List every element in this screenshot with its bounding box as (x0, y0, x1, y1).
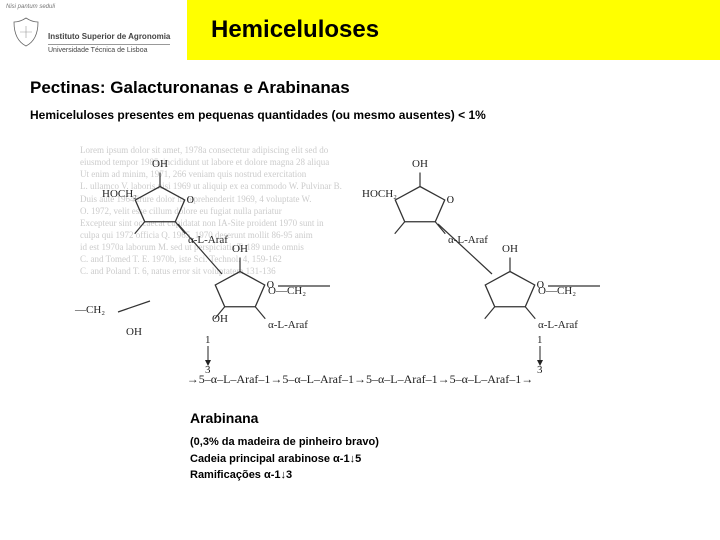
logo-line1: Instituto Superior de Agronomia (48, 32, 170, 42)
note-line-2: Cadeia principal arabinose α-1↓5 (190, 451, 690, 468)
page-title: Hemiceluloses (211, 16, 379, 44)
compound-name: Arabinana (190, 410, 690, 426)
institution-logo: Nisi pantum seduli Instituto Superior de… (0, 0, 187, 60)
chem-label: 3 (537, 364, 543, 376)
chem-label: OH (412, 158, 428, 170)
chem-label: OH (232, 243, 248, 255)
note-line-3: Ramificações α-1↓3 (190, 467, 690, 484)
chem-label: α-L-Araf (188, 234, 228, 246)
subtitle: Pectinas: Galacturonanas e Arabinanas (30, 78, 690, 98)
chem-label: OH (502, 243, 518, 255)
crest-icon (10, 16, 42, 48)
chem-label: —CH₂ (75, 304, 105, 316)
chem-label: OH (126, 326, 142, 338)
chem-label: O—CH₂ (268, 285, 306, 297)
chem-label: OH (212, 313, 228, 325)
note-line-1: (0,3% da madeira de pinheiro bravo) (190, 434, 690, 451)
sub-subtitle: Hemiceluloses presentes em pequenas quan… (30, 108, 690, 122)
svg-text:O: O (447, 195, 454, 206)
svg-text:O: O (187, 195, 194, 206)
chem-label: 1 (537, 334, 543, 346)
chem-label: OH (152, 158, 168, 170)
chem-label: 1 (205, 334, 211, 346)
structure-diagram: Lorem ipsum dolor sit amet, 1978a consec… (40, 136, 680, 396)
logo-motto: Nisi pantum seduli (6, 4, 181, 11)
chem-label: α-L-Araf (448, 234, 488, 246)
logo-line2: Universidade Técnica de Lisboa (48, 47, 170, 55)
header: Nisi pantum seduli Instituto Superior de… (0, 0, 720, 60)
chem-label: α-L-Araf (538, 319, 578, 331)
chem-label: HOCH₂ (102, 188, 137, 200)
notes: (0,3% da madeira de pinheiro bravo) Cade… (190, 434, 690, 484)
chem-label: O—CH₂ (538, 285, 576, 297)
chem-label: α-L-Araf (268, 319, 308, 331)
title-band: Hemiceluloses (187, 0, 720, 60)
chem-label: HOCH₂ (362, 188, 397, 200)
backbone-chain: →5–α–L–Araf–1→5–α–L–Araf–1→5–α–L–Araf–1→… (187, 372, 533, 387)
